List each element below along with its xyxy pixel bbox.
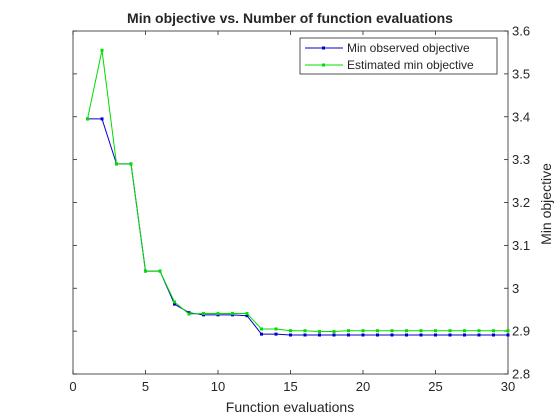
series-1-point bbox=[129, 162, 133, 166]
series-1-point bbox=[274, 327, 278, 331]
series-1-point bbox=[361, 329, 365, 333]
series-0-point bbox=[463, 333, 466, 337]
ticks-layer: 0 5 10 15 20 25 302.8 2.9 3 3.1 3.2 3.3 3.4 3.5 3.6 bbox=[69, 24, 530, 395]
y-tick-label: 3.2 bbox=[512, 195, 530, 210]
x-axis-label: Function evaluations bbox=[226, 399, 354, 415]
series-line-1 bbox=[87, 50, 508, 333]
series-1-point bbox=[506, 329, 510, 333]
x-tick-label: 25 bbox=[428, 379, 442, 394]
series-1-point bbox=[173, 300, 176, 304]
series-0-point bbox=[173, 302, 176, 306]
series-0-point bbox=[506, 333, 510, 337]
chart-title: Min objective vs. Number of function eva… bbox=[127, 10, 453, 26]
series-0-point bbox=[318, 333, 321, 337]
series-1-point bbox=[332, 330, 336, 334]
series-1-point bbox=[158, 269, 162, 273]
y-tick-label: 3.3 bbox=[512, 152, 530, 167]
series-1-point bbox=[144, 269, 147, 273]
series-0-point bbox=[492, 333, 495, 337]
x-tick-label: 30 bbox=[501, 379, 515, 394]
series-1-point bbox=[100, 48, 104, 52]
series-1-point bbox=[303, 329, 307, 333]
series-0-point bbox=[260, 332, 263, 336]
series-1-point bbox=[202, 312, 205, 316]
series-1-point bbox=[492, 329, 495, 333]
legend-box bbox=[299, 37, 498, 75]
series-1-point bbox=[216, 312, 220, 316]
series-1-point bbox=[448, 329, 452, 333]
series-1-point bbox=[434, 329, 437, 333]
series-layer bbox=[86, 48, 510, 337]
series-1-point bbox=[390, 329, 394, 333]
series-0-point bbox=[405, 333, 408, 337]
series-0-point bbox=[434, 333, 437, 337]
series-1-point bbox=[405, 329, 408, 333]
series-1-point bbox=[260, 327, 263, 331]
series-0-point bbox=[347, 333, 350, 337]
series-1-point bbox=[115, 162, 118, 166]
series-1-point bbox=[231, 312, 234, 316]
y-tick-label: 3 bbox=[512, 281, 519, 296]
y-tick-label: 3.1 bbox=[512, 238, 530, 253]
series-0-point bbox=[289, 333, 292, 337]
legend-marker-min-observed bbox=[322, 46, 325, 50]
series-1-point bbox=[376, 329, 379, 333]
legend: Min observed objective Estimated min obj… bbox=[299, 37, 498, 75]
series-1-point bbox=[245, 312, 249, 316]
x-tick-label: 10 bbox=[211, 379, 225, 394]
series-0-point bbox=[332, 333, 336, 337]
plot-area bbox=[72, 30, 509, 375]
series-1-point bbox=[187, 312, 191, 316]
series-0-point bbox=[477, 333, 481, 337]
y-tick-label: 2.9 bbox=[512, 324, 530, 339]
x-tick-label: 5 bbox=[142, 379, 149, 394]
series-1-point bbox=[347, 329, 350, 333]
series-0-point bbox=[361, 333, 365, 337]
series-0-point bbox=[376, 333, 379, 337]
series-0-point bbox=[274, 332, 278, 336]
series-1-point bbox=[318, 330, 321, 334]
series-0-point bbox=[303, 333, 307, 337]
series-1-point bbox=[463, 329, 466, 333]
y-tick-label: 3.6 bbox=[512, 24, 530, 39]
y-tick-label: 3.5 bbox=[512, 66, 530, 81]
x-tick-label: 15 bbox=[283, 379, 297, 394]
series-0-point bbox=[448, 333, 452, 337]
legend-marker-estimated-min bbox=[322, 63, 325, 67]
series-1-point bbox=[477, 329, 481, 333]
legend-label-min-observed: Min observed objective bbox=[347, 41, 470, 55]
series-1-point bbox=[86, 117, 89, 121]
y-tick-label: 3.4 bbox=[512, 109, 530, 124]
legend-label-estimated-min: Estimated min objective bbox=[347, 58, 474, 72]
y-axis-label: Min objective bbox=[538, 163, 554, 245]
x-tick-label: 0 bbox=[69, 379, 76, 394]
series-0-point bbox=[245, 314, 249, 318]
series-0-point bbox=[419, 333, 423, 337]
x-tick-label: 20 bbox=[356, 379, 370, 394]
series-0-point bbox=[390, 333, 394, 337]
series-0-point bbox=[100, 117, 104, 121]
series-1-point bbox=[289, 329, 292, 333]
series-1-point bbox=[419, 329, 423, 333]
y-tick-label: 2.8 bbox=[512, 367, 530, 382]
